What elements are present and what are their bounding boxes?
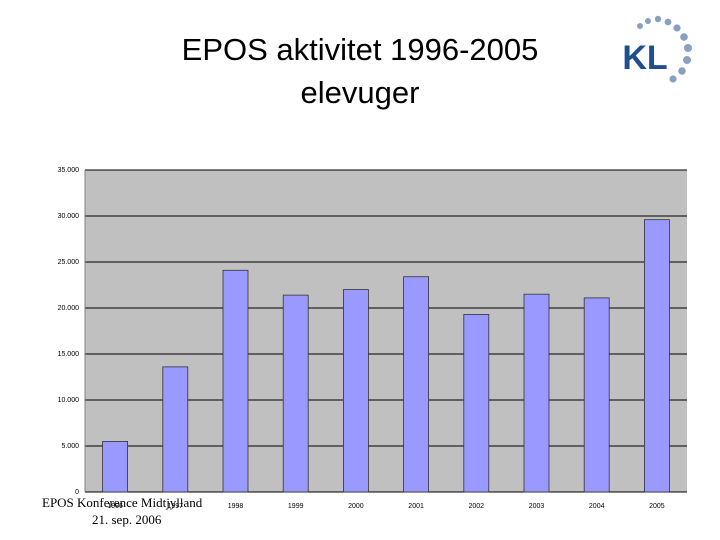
- x-tick-label: 1996: [107, 503, 123, 510]
- bar: [644, 219, 670, 493]
- bar: [282, 294, 309, 493]
- x-tick-label: 2005: [649, 503, 665, 510]
- bar: [463, 314, 490, 493]
- logo-dots: [637, 15, 692, 83]
- y-tick-label: 10.000: [58, 397, 80, 404]
- chart-subtitle: elevuger: [301, 75, 420, 110]
- footer-line: EPOS Konference Midtjylland: [42, 495, 203, 510]
- logo-text: KL: [622, 39, 667, 77]
- bar: [162, 366, 189, 493]
- y-tick-label: 30.000: [58, 213, 80, 220]
- x-tick-label: 2000: [348, 503, 364, 510]
- bar: [523, 293, 550, 493]
- x-tick-label: 1998: [228, 503, 244, 510]
- bar: [342, 289, 369, 493]
- y-tick-label: 5.000: [61, 443, 79, 450]
- bar: [583, 297, 610, 493]
- x-tick-label: 1999: [288, 503, 304, 510]
- x-tick-label: 2003: [529, 503, 545, 510]
- y-tick-label: 35.000: [58, 167, 80, 174]
- x-tick-label: 2002: [469, 503, 485, 510]
- x-tick-label: 2001: [408, 503, 424, 510]
- footer-line: 21. sep. 2006: [92, 512, 162, 527]
- bar: [222, 269, 249, 493]
- bar: [102, 440, 128, 493]
- y-tick-label: 15.000: [58, 351, 80, 358]
- y-tick-label: 25.000: [58, 259, 80, 266]
- bar: [403, 276, 430, 493]
- chart-title: EPOS aktivitet 1996-2005: [182, 32, 539, 67]
- y-tick-label: 20.000: [58, 305, 80, 312]
- x-tick-label: 2004: [589, 503, 605, 510]
- x-tick-label: 1997: [168, 503, 184, 510]
- y-tick-label: 0: [75, 489, 79, 496]
